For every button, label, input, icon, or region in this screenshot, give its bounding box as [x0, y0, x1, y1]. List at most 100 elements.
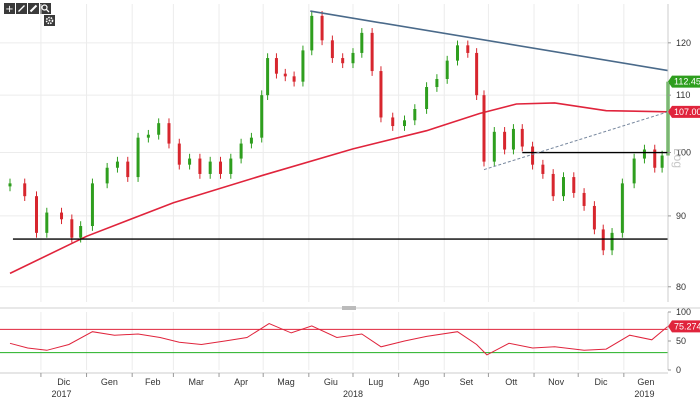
- moving-average-badge: 107.0072: [668, 105, 700, 118]
- candle-body: [425, 87, 429, 110]
- time-axis: Dic Gen Feb Mar Apr Mag Giu Lug Ago Set Ott Nov Dic G…: [0, 372, 668, 399]
- candle: [341, 53, 345, 69]
- y-tick-label: 90: [676, 211, 686, 221]
- candle: [653, 144, 657, 173]
- candle-body: [292, 76, 296, 82]
- month-label: Ago: [413, 377, 429, 387]
- candle-body: [157, 123, 161, 135]
- candle-body: [455, 45, 459, 61]
- month-label: Mar: [188, 377, 204, 387]
- candle: [551, 169, 555, 202]
- last-price-badge-text: 112.45: [674, 77, 700, 87]
- candle-body: [403, 120, 407, 127]
- candle: [90, 178, 94, 231]
- candle-body: [341, 58, 345, 64]
- candle-body: [260, 95, 264, 138]
- candle-body: [561, 177, 565, 197]
- candle: [541, 159, 545, 179]
- moving-average-badge-bg: [668, 105, 700, 118]
- month-label: Mag: [277, 377, 295, 387]
- toolbar: +: [4, 3, 55, 26]
- candle-body: [466, 45, 470, 53]
- magnifier-icon[interactable]: [40, 3, 51, 14]
- last-price-badge: 112.45: [668, 75, 700, 88]
- candle: [370, 28, 374, 76]
- candle-body: [23, 183, 27, 197]
- candle: [351, 48, 355, 69]
- oscillator-badge: 75.2741: [668, 320, 700, 333]
- candle: [520, 124, 524, 152]
- candle: [70, 214, 74, 243]
- candle: [188, 153, 192, 170]
- trend-line: [310, 10, 669, 72]
- candle-body: [79, 226, 83, 238]
- candle: [610, 228, 614, 256]
- candle-body: [601, 229, 605, 251]
- candle-body: [660, 155, 664, 168]
- brush-icon[interactable]: [28, 3, 39, 14]
- candle: [482, 90, 486, 167]
- candle-body: [146, 134, 150, 138]
- candle-body: [60, 212, 64, 220]
- candle-body: [115, 161, 119, 168]
- candle: [592, 201, 596, 235]
- y-tick-label: 80: [676, 282, 686, 292]
- candle: [425, 82, 429, 114]
- candle-body: [475, 52, 479, 96]
- candle-body: [351, 52, 355, 64]
- candle-body: [435, 78, 439, 88]
- svg-text:+: +: [5, 4, 13, 15]
- candle-body: [70, 219, 74, 238]
- candle-body: [360, 32, 364, 53]
- candle: [582, 188, 586, 211]
- oscillator-path: [9, 323, 669, 356]
- candle: [511, 124, 515, 155]
- candle-body: [198, 158, 202, 174]
- candle-body: [653, 149, 657, 168]
- candle: [391, 112, 395, 131]
- gear-icon[interactable]: [44, 15, 55, 26]
- month-label: Set: [460, 377, 474, 387]
- year-label: 2019: [634, 389, 654, 399]
- candle: [379, 66, 383, 123]
- candle-body: [531, 146, 535, 165]
- pencil-icon[interactable]: [16, 3, 27, 14]
- candle: [435, 74, 439, 92]
- candle-body: [330, 40, 334, 59]
- candle: [115, 156, 119, 173]
- candle-body: [511, 128, 515, 150]
- candle: [320, 11, 324, 46]
- candle-body: [167, 123, 171, 144]
- month-label: Apr: [234, 377, 248, 387]
- candle: [413, 104, 417, 126]
- candle: [105, 162, 109, 189]
- candle: [239, 138, 243, 164]
- price-y-axis: 80 90 100 110 120: [667, 4, 691, 302]
- candle: [260, 90, 264, 143]
- oscillator-grid: [0, 312, 668, 370]
- candle-body: [239, 143, 243, 159]
- month-label: Nov: [548, 377, 565, 387]
- candle: [8, 178, 12, 192]
- candle-body: [126, 161, 130, 178]
- candle-body: [551, 173, 555, 197]
- candle: [136, 132, 140, 182]
- osc-tick-label: 0: [676, 365, 681, 375]
- plus-icon[interactable]: +: [4, 3, 15, 15]
- candle-body: [370, 32, 374, 72]
- oscillator-value-badge-bg: [668, 320, 700, 333]
- panel-separator[interactable]: [0, 306, 700, 310]
- candle-body: [492, 131, 496, 162]
- candle-body: [45, 212, 49, 233]
- candle-body: [219, 161, 223, 174]
- candle-body: [520, 128, 524, 147]
- candle-body: [8, 183, 12, 187]
- price-badges: 112.45 107.0072: [668, 75, 700, 118]
- candle: [531, 141, 535, 170]
- candle-body: [541, 164, 545, 174]
- month-label: Gen: [637, 377, 654, 387]
- oscillator-y-axis: 0 50 100: [667, 307, 691, 375]
- candle: [208, 156, 212, 179]
- candle-body: [34, 196, 38, 233]
- candle: [572, 172, 576, 198]
